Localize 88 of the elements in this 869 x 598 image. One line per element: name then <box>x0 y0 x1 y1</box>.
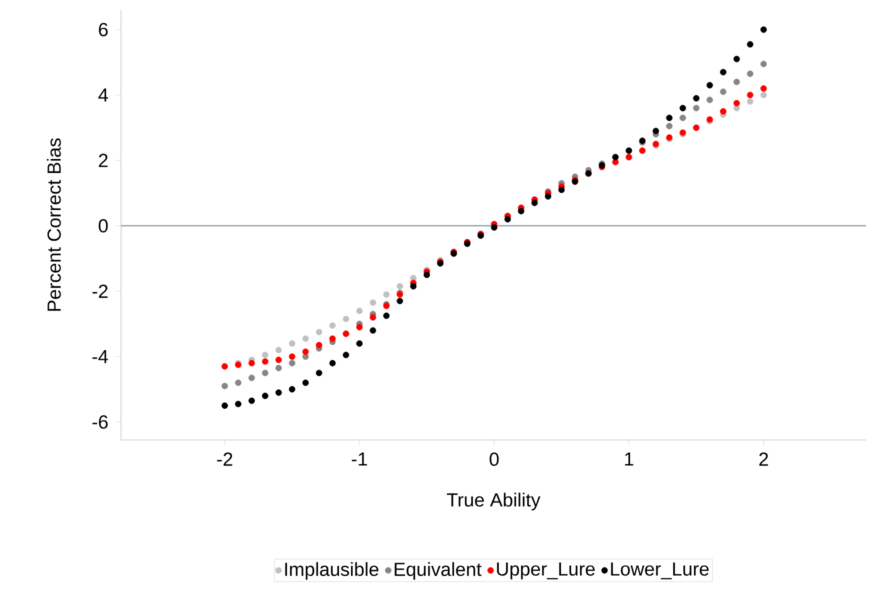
point <box>275 346 282 354</box>
point <box>706 96 713 104</box>
point <box>383 291 390 298</box>
y-tick-label: 2 <box>98 154 108 168</box>
point <box>733 100 740 106</box>
point <box>531 200 538 206</box>
point <box>356 340 363 347</box>
point <box>342 352 350 358</box>
point <box>288 353 296 360</box>
point <box>302 348 309 355</box>
point <box>302 335 309 342</box>
point <box>680 114 686 122</box>
y-axis-title: Percent Correct Bias <box>46 138 61 311</box>
point <box>706 82 713 88</box>
point <box>544 193 552 200</box>
legend-label: Upper_Lure <box>497 562 595 580</box>
point <box>760 26 767 33</box>
point <box>666 114 673 122</box>
point <box>370 314 376 321</box>
point <box>746 70 754 77</box>
point <box>302 380 309 386</box>
point <box>262 352 268 358</box>
x-tick-label: -1 <box>352 452 367 466</box>
point <box>329 335 336 342</box>
point <box>383 312 390 319</box>
point <box>693 95 700 102</box>
point <box>760 85 767 92</box>
point <box>288 340 296 347</box>
legend-label: Equivalent <box>394 562 482 580</box>
point <box>652 128 660 134</box>
point <box>720 88 726 95</box>
point <box>316 342 322 348</box>
point <box>558 186 565 194</box>
point <box>288 360 296 366</box>
point <box>235 400 242 408</box>
point <box>720 68 726 76</box>
point <box>410 283 417 290</box>
y-tick-label: -4 <box>92 350 108 364</box>
point <box>720 108 726 115</box>
point <box>356 308 363 314</box>
x-tick-label: 1 <box>625 452 634 466</box>
legend-label: Lower_Lure <box>611 562 709 580</box>
point <box>248 398 255 404</box>
x-axis-title: True Ability <box>446 492 540 510</box>
point <box>222 402 228 409</box>
y-tick-label: 0 <box>98 219 108 233</box>
y-tick-label: -2 <box>92 284 108 298</box>
point <box>370 327 376 334</box>
legend-label: Implausible <box>285 562 378 580</box>
point <box>760 92 767 98</box>
point <box>680 104 686 112</box>
point <box>370 299 376 306</box>
y-tick-label: 6 <box>98 22 108 36</box>
point <box>760 60 767 68</box>
point <box>235 380 242 386</box>
point <box>329 322 336 329</box>
point <box>288 386 296 392</box>
point <box>733 78 740 86</box>
point <box>275 356 282 364</box>
point <box>733 56 740 62</box>
point <box>746 92 754 98</box>
point <box>262 370 268 376</box>
point <box>248 360 255 366</box>
point <box>396 298 404 304</box>
y-tick-label: -6 <box>92 415 108 429</box>
x-tick-label: 0 <box>490 452 499 466</box>
point <box>424 272 430 278</box>
point <box>262 392 268 400</box>
point <box>316 328 322 336</box>
point <box>275 389 282 396</box>
point <box>275 364 282 372</box>
point <box>316 370 322 376</box>
point <box>746 98 754 105</box>
x-tick-label: -2 <box>217 452 232 466</box>
point <box>222 382 228 390</box>
point <box>518 208 524 214</box>
point <box>342 316 350 322</box>
point <box>262 358 268 365</box>
point <box>329 360 336 366</box>
point <box>248 374 255 382</box>
point <box>693 104 700 112</box>
point <box>504 216 511 222</box>
point <box>356 324 363 330</box>
x-tick-label: 2 <box>759 452 768 466</box>
point <box>746 41 754 48</box>
point <box>666 122 673 130</box>
y-tick-label: 4 <box>98 88 108 102</box>
point <box>396 283 404 290</box>
